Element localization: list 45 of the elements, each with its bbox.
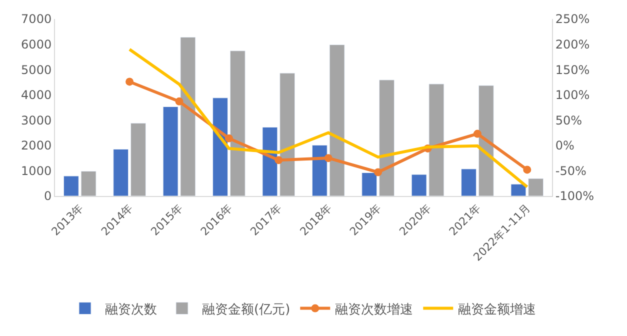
- point: [523, 166, 532, 174]
- point: [175, 97, 184, 106]
- point: [126, 78, 134, 86]
- bar: [212, 98, 228, 196]
- bar: [329, 44, 345, 196]
- y2-tick-label: 200%: [555, 37, 590, 52]
- y-tick-label: 2000: [21, 138, 52, 153]
- y-tick-label: 1000: [21, 164, 52, 178]
- legend-label: 融资次数增速: [335, 302, 414, 318]
- y-tick-label: 6000: [21, 37, 52, 52]
- y2-tick-label: 150%: [555, 62, 590, 77]
- y-tick-label: 3000: [21, 113, 52, 128]
- point: [274, 156, 283, 164]
- bar: [280, 72, 296, 196]
- bar: [130, 122, 146, 196]
- bar: [478, 85, 494, 196]
- y-tick-label: 4000: [21, 88, 52, 102]
- y-tick-label: 5000: [21, 62, 52, 77]
- bar: [528, 178, 544, 196]
- line-series: [128, 48, 529, 188]
- y2-tick-label: 50%: [555, 113, 582, 128]
- bar: [113, 148, 129, 196]
- y-tick-label: 0: [44, 189, 52, 204]
- legend-label: 融资金额(亿元): [202, 302, 290, 318]
- bar: [80, 170, 96, 196]
- bar: [312, 144, 328, 196]
- bar: [362, 172, 378, 196]
- y2-tick-label: -100%: [555, 189, 594, 204]
- bar: [461, 168, 476, 196]
- point: [374, 168, 382, 176]
- y-tick-label: 7000: [21, 12, 52, 26]
- bar: [230, 50, 246, 196]
- bar: [379, 80, 394, 196]
- legend-label: 融资金额增速: [458, 302, 536, 318]
- point: [224, 134, 233, 142]
- point: [324, 154, 332, 162]
- bar: [510, 184, 526, 196]
- y2-tick-label: 250%: [555, 12, 590, 26]
- bar: [262, 126, 278, 196]
- y2-tick-label: 100%: [555, 88, 590, 102]
- legend-label: 融资次数: [105, 302, 157, 318]
- bar: [63, 176, 79, 196]
- y2-tick-label: -50%: [555, 164, 586, 178]
- y2-tick-label: 0%: [555, 138, 574, 153]
- point: [473, 130, 482, 138]
